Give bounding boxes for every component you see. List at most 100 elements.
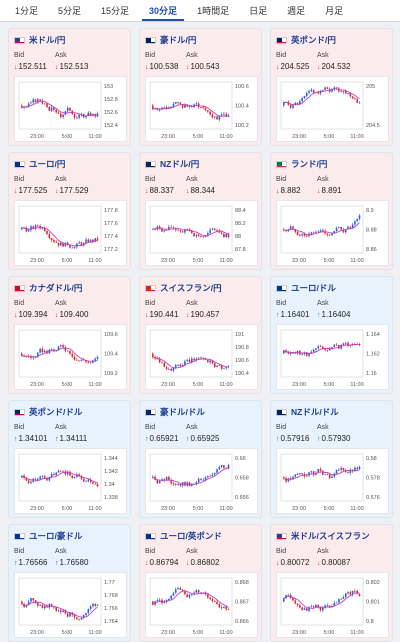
mini-candle-chart[interactable]: 8.9 8.88 8.86 23:00 5:00 11:00 — [276, 200, 389, 266]
rate-card[interactable]: ユーロ/円 Bid Ask ↓177.525 ↓177.529 177.8 177.6 177… — [8, 152, 131, 270]
up-arrow-icon: ↑ — [55, 436, 59, 443]
candle-body — [331, 233, 333, 236]
pair-title[interactable]: ユーロ/円 — [14, 158, 65, 170]
pair-title[interactable]: 英ポンド/ドル — [14, 406, 82, 418]
candle-body — [66, 107, 69, 112]
pair-title[interactable]: 豪ドル/ドル — [145, 406, 205, 418]
pair-title[interactable]: ユーロ/豪ドル — [14, 530, 82, 542]
candle-body — [225, 113, 228, 117]
mini-candle-chart[interactable]: 100.6 100.4 100.2 23:00 5:00 11:00 — [145, 76, 258, 142]
mini-candle-chart[interactable]: 0.58 0.578 0.576 23:00 5:00 11:00 — [276, 448, 389, 514]
candle-body — [172, 483, 175, 485]
candle-body — [344, 91, 347, 94]
tab-timeframe[interactable]: 30分足 — [142, 1, 185, 21]
tab-timeframe[interactable]: 日足 — [249, 5, 268, 16]
candle-body — [57, 112, 60, 114]
tab-timeframe[interactable]: 15分足 — [101, 5, 130, 16]
candle-body — [292, 598, 294, 601]
y-tick-label: 8.86 — [366, 247, 377, 253]
pair-title[interactable]: 英ポンド/円 — [276, 34, 336, 46]
candle-body — [177, 102, 179, 103]
chart-svg: 0.66 0.658 0.656 23:00 5:00 11:00 — [149, 453, 249, 512]
pair-title[interactable]: ユーロ/ドル — [276, 282, 336, 294]
pair-title[interactable]: 米ドル/円 — [14, 34, 65, 46]
pair-title[interactable]: スイスフラン/円 — [145, 282, 222, 294]
pair-title[interactable]: ランド/円 — [276, 158, 327, 170]
mini-candle-chart[interactable]: 0.66 0.658 0.656 23:00 5:00 11:00 — [145, 448, 258, 514]
candle-body — [349, 469, 352, 473]
rate-card[interactable]: スイスフラン/円 Bid Ask ↓190.441 ↓190.457 191 190.8 19… — [139, 276, 262, 394]
rate-card[interactable]: 豪ドル/円 Bid Ask ↓100.538 ↓100.543 100.6 100.4 100… — [139, 28, 262, 146]
candle-body — [342, 91, 345, 92]
rate-card[interactable]: 英ポンド/ドル Bid Ask ↑1.34101 ↑1.34111 1.344 1.342 1… — [8, 400, 131, 518]
tab-timeframe[interactable]: 月足 — [325, 5, 344, 16]
candle-body — [326, 349, 329, 351]
candle-body — [294, 352, 297, 354]
rate-card[interactable]: NZドル/ドル Bid Ask ↑0.57916 ↑0.57930 0.58 0.578 0.… — [270, 400, 393, 518]
candle-body — [356, 99, 359, 103]
mini-candle-chart[interactable]: 0.802 0.801 0.8 23:00 5:00 11:00 — [276, 572, 389, 638]
mini-candle-chart[interactable]: 0.868 0.867 0.866 23:00 5:00 11:00 — [145, 572, 258, 638]
tab-timeframe[interactable]: 5分足 — [58, 5, 82, 16]
candle-body — [218, 230, 221, 233]
candle-body — [179, 364, 182, 367]
candle-body — [312, 89, 315, 93]
mini-candle-chart[interactable]: 153 152.8 152.6 152.4 23:00 5:00 11:00 — [14, 76, 127, 142]
mini-candle-chart[interactable]: 1.344 1.342 1.34 1.338 23:00 5:00 11:00 — [14, 448, 127, 514]
candle-body — [218, 604, 221, 608]
moving-average-line — [21, 347, 98, 362]
pair-title[interactable]: ユーロ/英ポンド — [145, 530, 222, 542]
mini-candle-chart[interactable]: 1.164 1.162 1.16 23:00 5:00 11:00 — [276, 324, 389, 390]
candle-body — [82, 478, 85, 482]
ask-price: ↓0.80087 — [317, 558, 350, 567]
candle-body — [292, 104, 294, 108]
candle-body — [319, 469, 322, 471]
pair-title[interactable]: 米ドル/スイスフラン — [276, 530, 370, 542]
rate-card[interactable]: NZドル/円 Bid Ask ↓88.337 ↓88.344 88.4 88.2 88 87.8… — [139, 152, 262, 270]
candle-body — [158, 109, 161, 111]
candle-body — [283, 598, 285, 602]
tab-timeframe[interactable]: 週足 — [287, 5, 306, 16]
pair-title[interactable]: NZドル/円 — [145, 158, 199, 170]
down-arrow-icon: ↓ — [186, 188, 190, 195]
candle-body — [163, 363, 166, 367]
mini-candle-chart[interactable]: 109.6 109.4 109.2 23:00 5:00 11:00 — [14, 324, 127, 390]
bid-price: ↓100.538 — [145, 62, 178, 71]
rate-card[interactable]: ユーロ/ドル Bid Ask ↑1.16401 ↑1.16404 1.164 1.162 1.… — [270, 276, 393, 394]
pair-title[interactable]: カナダドル/円 — [14, 282, 82, 294]
rate-card[interactable]: ランド/円 Bid Ask ↓8.882 ↓8.891 8.9 8.88 8.86 23:00 5… — [270, 152, 393, 270]
candle-body — [37, 479, 39, 480]
rate-card[interactable]: 豪ドル/ドル Bid Ask ↑0.65921 ↑0.65925 0.66 0.658 0.6… — [139, 400, 262, 518]
mini-candle-chart[interactable]: 1.77 1.768 1.766 1.764 23:00 5:00 11:00 — [14, 572, 127, 638]
pair-title[interactable]: NZドル/ドル — [276, 406, 339, 418]
candle-body — [179, 484, 182, 486]
candle-body — [94, 603, 97, 606]
candle-body — [340, 467, 342, 470]
rate-card[interactable]: ユーロ/豪ドル Bid Ask ↑1.76566 ↑1.76580 1.77 1.768 1.… — [8, 524, 131, 642]
rate-card[interactable]: 米ドル/円 Bid Ask ↓152.511 ↓152.513 153 152.8 152.6… — [8, 28, 131, 146]
pair-name: ユーロ/円 — [29, 159, 66, 169]
candle-body — [287, 595, 290, 596]
candle-body — [326, 233, 329, 235]
pair-title[interactable]: 豪ドル/円 — [145, 34, 196, 46]
candle-body — [347, 592, 349, 594]
mini-candle-chart[interactable]: 177.8 177.6 177.4 177.2 23:00 5:00 11:00 — [14, 200, 127, 266]
candle-body — [163, 230, 166, 232]
mini-candle-chart[interactable]: 88.4 88.2 88 87.8 23:00 5:00 11:00 — [145, 200, 258, 266]
candle-body — [96, 604, 99, 606]
rate-card[interactable]: カナダドル/円 Bid Ask ↓109.394 ↓109.400 109.6 109.4 1… — [8, 276, 131, 394]
y-tick-label: 204.5 — [366, 123, 380, 129]
rate-card[interactable]: 米ドル/スイスフラン Bid Ask ↓0.80072 ↓0.80087 0.802 0.8… — [270, 524, 393, 642]
candle-body — [41, 604, 44, 609]
candle-body — [289, 226, 292, 230]
candle-body — [209, 597, 211, 600]
mini-candle-chart[interactable]: 205 204.5 23:00 5:00 11:00 — [276, 76, 389, 142]
rate-card[interactable]: ユーロ/英ポンド Bid Ask ↓0.86794 ↓0.86802 0.868 0.867… — [139, 524, 262, 642]
rate-card[interactable]: 英ポンド/円 Bid Ask ↓204.525 ↓204.532 205 204.5 23:0… — [270, 28, 393, 146]
candle-body — [193, 232, 195, 237]
x-tick-label: 11:00 — [219, 630, 232, 636]
mini-candle-chart[interactable]: 191 190.8 190.6 190.4 23:00 5:00 11:00 — [145, 324, 258, 390]
tab-timeframe[interactable]: 1分足 — [15, 5, 39, 16]
y-tick-label: 1.77 — [104, 580, 115, 586]
tab-timeframe[interactable]: 1時間足 — [197, 5, 230, 16]
